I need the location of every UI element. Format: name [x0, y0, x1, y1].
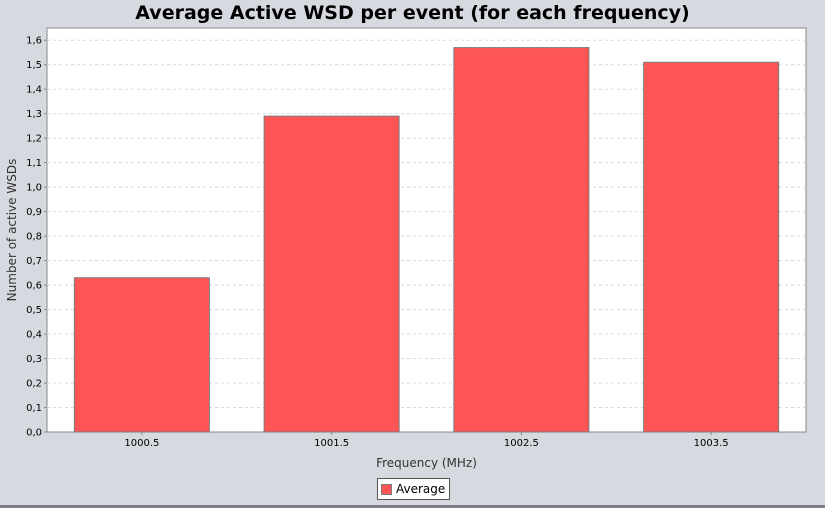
y-tick-label: 1,4 [26, 85, 42, 96]
y-tick-label: 1,1 [26, 158, 42, 169]
y-tick-label: 0,9 [26, 207, 42, 218]
y-tick-label: 1,0 [26, 183, 42, 194]
y-tick-label: 0,2 [26, 379, 42, 390]
y-tick-label: 1,2 [26, 134, 42, 145]
y-tick-label: 1,3 [26, 109, 42, 120]
y-tick-label: 0,1 [26, 403, 42, 414]
axes: 0,0 0,1 0,2 0,3 0,4 0,5 0,6 0,7 0,8 0,9 1,0 1,1 1,2 1… [26, 36, 729, 449]
x-tick-label: 1002.5 [504, 438, 539, 449]
bar-1000.5 [73, 277, 210, 433]
y-axis-title: Number of active WSDs [5, 159, 19, 302]
bar-1002.5 [453, 47, 590, 433]
legend-swatch-average [381, 483, 392, 495]
legend: Average [377, 478, 451, 500]
y-tick-label: 0,4 [26, 330, 42, 341]
y-tick-label: 0,5 [26, 305, 42, 316]
chart-title: Average Active WSD per event (for each f… [135, 2, 690, 24]
y-tick-label: 0,3 [26, 354, 42, 365]
y-tick-label: 0,0 [26, 428, 42, 439]
bar-1001.5 [263, 115, 400, 433]
window-bottom-border [0, 505, 825, 508]
x-tick-label: 1000.5 [124, 438, 159, 449]
y-tick-label: 0,8 [26, 232, 42, 243]
y-tick-label: 1,6 [26, 36, 42, 47]
x-tick-label: 1003.5 [694, 438, 729, 449]
x-axis-title: Frequency (MHz) [376, 456, 477, 470]
x-tick-label: 1001.5 [314, 438, 349, 449]
bar-1003.5 [643, 61, 780, 433]
bars [73, 47, 780, 433]
y-tick-label: 1,5 [26, 60, 42, 71]
y-tick-label: 0,6 [26, 281, 42, 292]
legend-label-average: Average [396, 482, 446, 496]
y-tick-label: 0,7 [26, 256, 42, 267]
